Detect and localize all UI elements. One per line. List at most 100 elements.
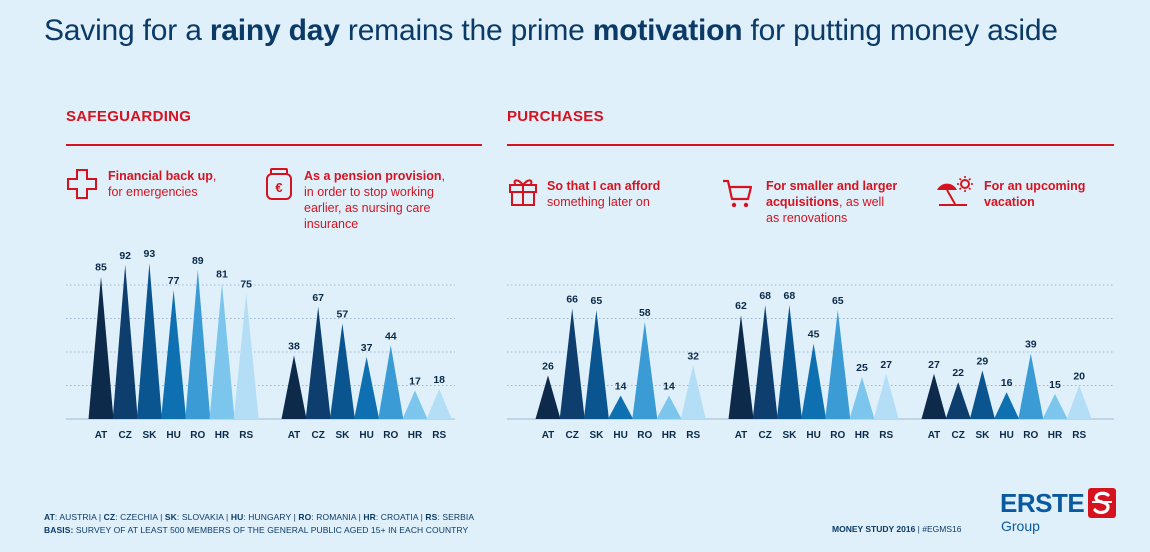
spike-bar-ro bbox=[378, 345, 404, 419]
category-label-hu: HU bbox=[359, 430, 373, 441]
category-label-ro: RO bbox=[190, 430, 205, 441]
spike-bar-rs bbox=[233, 293, 259, 419]
group-label-afford: So that I can afford something later on bbox=[547, 179, 661, 209]
value-label: 27 bbox=[880, 359, 892, 371]
value-label: 65 bbox=[591, 295, 603, 307]
value-label: 20 bbox=[1073, 371, 1085, 383]
category-label-hu: HU bbox=[806, 430, 820, 441]
category-label-sk: SK bbox=[782, 430, 797, 441]
value-label: 81 bbox=[216, 268, 228, 280]
spike-bar-hu bbox=[608, 395, 634, 419]
value-label: 32 bbox=[687, 350, 699, 362]
value-label: 14 bbox=[663, 381, 675, 393]
spike-bar-at bbox=[88, 276, 114, 419]
category-label-hr: HR bbox=[408, 430, 423, 441]
spike-bar-ro bbox=[825, 310, 851, 419]
category-label-sk: SK bbox=[975, 430, 990, 441]
spike-bar-hu bbox=[994, 392, 1020, 419]
category-label-at: AT bbox=[542, 430, 555, 441]
spike-bar-hr bbox=[402, 390, 428, 419]
category-label-hr: HR bbox=[855, 430, 870, 441]
category-label-rs: RS bbox=[239, 430, 253, 441]
value-label: 68 bbox=[759, 290, 771, 302]
category-label-hu: HU bbox=[166, 430, 180, 441]
category-label-at: AT bbox=[735, 430, 748, 441]
category-label-cz: CZ bbox=[566, 430, 579, 441]
value-label: 26 bbox=[542, 360, 554, 372]
erste-logo-sub: Group bbox=[1001, 518, 1040, 534]
section-title-purchases: PURCHASES bbox=[507, 108, 604, 125]
study-tag: MONEY STUDY 2016 | #EGMS16 bbox=[832, 524, 962, 534]
section-divider-purchases bbox=[507, 144, 1114, 146]
category-label-rs: RS bbox=[432, 430, 446, 441]
value-label: 17 bbox=[409, 376, 421, 388]
spike-bar-ro bbox=[632, 321, 658, 419]
category-label-rs: RS bbox=[686, 430, 700, 441]
beach-sun-icon bbox=[937, 176, 973, 206]
gift-icon bbox=[509, 179, 537, 206]
spike-bar-hu bbox=[161, 290, 187, 419]
category-label-cz: CZ bbox=[952, 430, 965, 441]
spike-bar-sk bbox=[776, 305, 802, 419]
legend-country-at: : AUSTRIA bbox=[54, 512, 97, 522]
value-label: 58 bbox=[639, 307, 651, 319]
value-label: 85 bbox=[95, 262, 107, 274]
spike-bar-hr bbox=[1042, 393, 1068, 419]
group-label-backup: Financial back up, for emergencies bbox=[108, 169, 217, 199]
legend-code-rs: RS bbox=[425, 512, 438, 522]
category-label-hr: HR bbox=[215, 430, 230, 441]
category-label-rs: RS bbox=[879, 430, 893, 441]
value-label: 38 bbox=[288, 340, 300, 352]
spike-bar-sk bbox=[136, 263, 162, 419]
value-label: 25 bbox=[856, 362, 868, 374]
category-label-ro: RO bbox=[1023, 430, 1038, 441]
category-label-cz: CZ bbox=[759, 430, 772, 441]
category-label-hr: HR bbox=[662, 430, 677, 441]
value-label: 67 bbox=[312, 292, 324, 304]
legend-country-ro: : ROMANIA bbox=[311, 512, 357, 522]
value-label: 16 bbox=[1001, 377, 1013, 389]
category-label-hu: HU bbox=[999, 430, 1013, 441]
value-label: 62 bbox=[735, 300, 747, 312]
spike-bar-sk bbox=[969, 370, 995, 419]
spike-bar-at bbox=[728, 315, 754, 419]
basis-note: BASIS: SURVEY OF AT LEAST 500 MEMBERS OF… bbox=[44, 525, 469, 535]
spike-bar-cz bbox=[112, 264, 138, 419]
value-label: 89 bbox=[192, 255, 204, 267]
category-label-at: AT bbox=[95, 430, 108, 441]
category-label-rs: RS bbox=[1072, 430, 1086, 441]
spike-bar-hu bbox=[354, 357, 380, 419]
value-label: 14 bbox=[615, 381, 627, 393]
spike-bar-hr bbox=[209, 283, 235, 419]
spike-bar-rs bbox=[680, 365, 706, 419]
legend-country-rs: : SERBIA bbox=[437, 512, 475, 522]
section-divider-safeguarding bbox=[66, 144, 482, 146]
section-title-safeguarding: SAFEGUARDING bbox=[66, 108, 192, 125]
spike-bar-sk bbox=[329, 323, 355, 419]
value-label: 77 bbox=[168, 275, 180, 287]
spike-bar-ro bbox=[185, 269, 211, 419]
spike-bar-at bbox=[281, 355, 307, 419]
page-title: Saving for a rainy day remains the prime… bbox=[44, 14, 1058, 47]
legend-code-sk: SK bbox=[164, 512, 177, 522]
spike-bar-rs bbox=[426, 388, 452, 419]
value-label: 75 bbox=[240, 278, 252, 290]
category-label-sk: SK bbox=[142, 430, 157, 441]
spike-bar-ro bbox=[1018, 353, 1044, 419]
category-label-at: AT bbox=[928, 430, 941, 441]
erste-logo-icon bbox=[1088, 488, 1116, 518]
legend-country-hu: : HUNGARY bbox=[243, 512, 292, 522]
category-label-ro: RO bbox=[830, 430, 845, 441]
value-label: 22 bbox=[952, 367, 964, 379]
spike-bar-at bbox=[535, 375, 561, 419]
medical-cross-icon bbox=[67, 169, 97, 199]
spike-bar-cz bbox=[559, 308, 585, 419]
value-label: 29 bbox=[977, 355, 989, 367]
value-label: 18 bbox=[433, 374, 445, 386]
spike-bar-hu bbox=[801, 343, 827, 419]
legend-country-hr: : CROATIA bbox=[375, 512, 419, 522]
category-label-ro: RO bbox=[637, 430, 652, 441]
category-label-cz: CZ bbox=[312, 430, 325, 441]
spike-bar-rs bbox=[873, 373, 899, 419]
